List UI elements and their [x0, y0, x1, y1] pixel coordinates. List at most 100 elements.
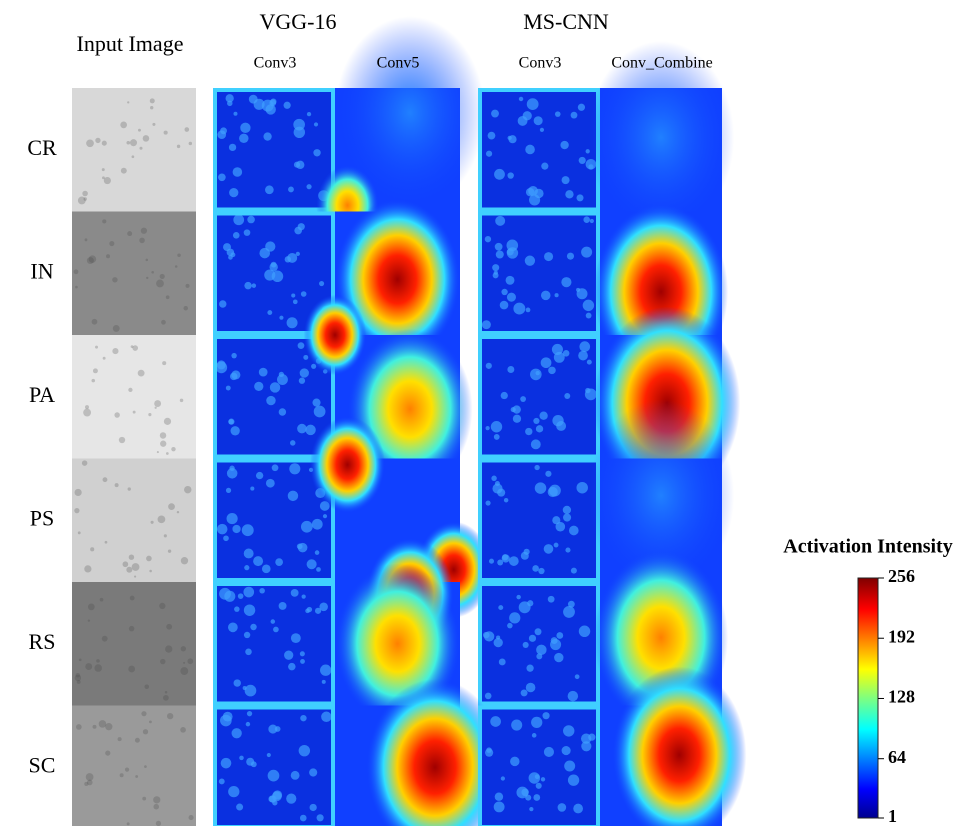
activation — [485, 749, 493, 757]
activation — [496, 250, 504, 258]
activation — [536, 783, 542, 789]
activation — [509, 556, 519, 566]
activation — [227, 101, 232, 106]
texture — [94, 664, 102, 672]
activation — [304, 295, 367, 375]
texture — [141, 228, 147, 234]
activation — [586, 313, 592, 319]
texture — [166, 452, 169, 455]
texture — [162, 361, 166, 365]
activation — [540, 128, 544, 132]
input-image — [72, 582, 196, 706]
activation — [538, 568, 544, 574]
activation — [544, 747, 554, 757]
layer-title: Conv3 — [519, 55, 562, 72]
activation — [499, 659, 506, 666]
activation — [259, 588, 265, 594]
activation — [533, 794, 540, 801]
activation — [549, 485, 561, 497]
activation — [287, 317, 298, 328]
activation — [323, 514, 327, 518]
activation — [246, 722, 250, 726]
texture — [149, 570, 152, 573]
activation — [302, 594, 306, 598]
row-label: CR — [27, 135, 57, 160]
activation — [289, 463, 300, 474]
activation — [561, 277, 571, 287]
activation — [284, 651, 293, 660]
texture — [100, 598, 104, 602]
activation — [291, 589, 299, 597]
activation — [576, 194, 583, 201]
layer-title: Conv3 — [254, 55, 297, 72]
texture — [130, 139, 137, 146]
activation — [558, 803, 567, 812]
activation — [279, 372, 284, 377]
activation — [495, 243, 503, 251]
activation — [495, 792, 503, 800]
texture — [168, 549, 171, 552]
activation — [231, 353, 236, 358]
texture — [129, 554, 134, 559]
texture — [146, 259, 149, 262]
activation — [583, 216, 590, 223]
activation — [578, 351, 588, 361]
activation — [301, 521, 313, 533]
texture — [75, 675, 81, 681]
activation — [548, 596, 555, 603]
activation — [520, 396, 526, 402]
activation — [273, 627, 279, 633]
activation — [244, 604, 255, 615]
texture — [144, 765, 147, 768]
texture — [167, 713, 173, 719]
texture — [95, 138, 100, 143]
texture — [166, 624, 172, 630]
row-label: PS — [30, 505, 54, 530]
activation — [579, 341, 590, 352]
activation — [516, 595, 520, 599]
activation — [219, 300, 226, 307]
activation — [488, 132, 496, 140]
texture — [129, 626, 134, 631]
activation — [531, 717, 542, 728]
activation — [236, 804, 243, 811]
activation — [256, 472, 263, 479]
activation — [279, 408, 286, 415]
activation — [233, 232, 240, 239]
texture — [120, 773, 124, 777]
texture — [102, 141, 107, 146]
colorbar — [858, 578, 878, 818]
activation — [245, 649, 252, 656]
row-label: PA — [29, 382, 55, 407]
activation — [501, 392, 508, 399]
activation — [226, 386, 231, 391]
texture — [150, 106, 153, 109]
activation — [571, 568, 577, 574]
activation — [525, 145, 535, 155]
activation — [307, 112, 311, 116]
texture — [127, 231, 132, 236]
activation — [485, 236, 491, 242]
activation — [319, 603, 328, 612]
activation — [564, 393, 570, 399]
activation — [226, 488, 231, 493]
activation — [239, 756, 244, 761]
activation — [498, 605, 503, 610]
activation — [555, 111, 561, 117]
texture — [131, 345, 134, 348]
texture — [74, 508, 79, 513]
texture — [177, 254, 180, 257]
texture — [153, 804, 159, 810]
activation — [563, 350, 570, 357]
texture — [82, 191, 88, 197]
activation — [539, 412, 547, 420]
texture — [150, 98, 155, 103]
activation — [492, 264, 499, 271]
texture — [99, 720, 107, 728]
activation — [232, 728, 242, 738]
activation — [247, 216, 255, 224]
texture — [134, 576, 136, 578]
activation — [541, 777, 545, 781]
texture — [159, 603, 165, 609]
activation — [244, 282, 251, 289]
